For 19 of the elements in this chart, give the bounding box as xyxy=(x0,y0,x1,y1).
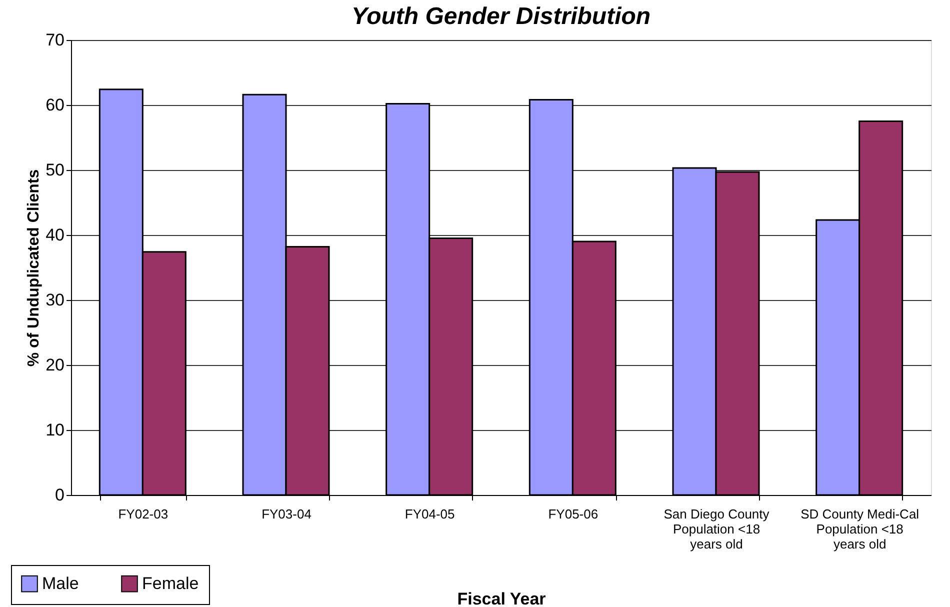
chart-title: Youth Gender Distribution xyxy=(351,3,651,30)
y-tick-label: 40 xyxy=(46,226,64,244)
y-tick-label: 10 xyxy=(46,420,64,440)
y-tick-label: 20 xyxy=(46,356,64,374)
y-tick-label: 70 xyxy=(46,30,64,50)
y-axis-title: % of Unduplicated Clients xyxy=(26,169,43,367)
x-tick-label: SD County Medi-Cal Population <18 years old xyxy=(800,506,920,552)
x-tick-label: FY02-03 xyxy=(118,506,168,522)
y-tick-label: 50 xyxy=(46,160,64,180)
legend-label: Female xyxy=(142,574,199,593)
x-tick-label: FY03-04 xyxy=(262,506,312,522)
x-tick-label: FY05-06 xyxy=(548,506,598,522)
x-axis-title: Fiscal Year xyxy=(457,590,546,607)
x-tick-label: FY04-05 xyxy=(404,506,455,522)
x-tick-label: San Diego County Population <18 years old xyxy=(664,506,770,552)
legend-label: Male xyxy=(42,574,79,593)
y-tick-label: 0 xyxy=(55,486,64,504)
y-tick-label: 30 xyxy=(46,290,64,310)
y-tick-label: 60 xyxy=(46,96,64,114)
